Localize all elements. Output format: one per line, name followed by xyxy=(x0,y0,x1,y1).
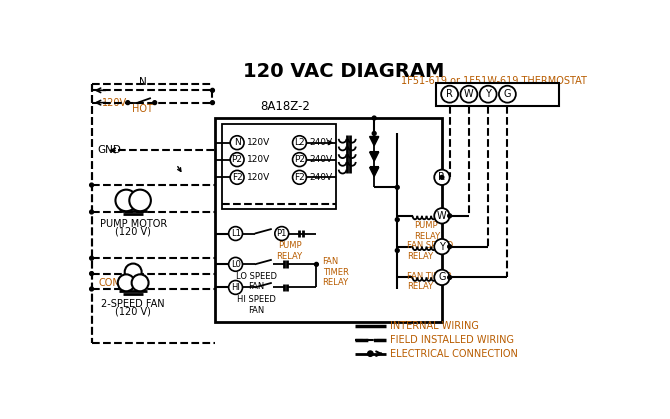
Circle shape xyxy=(210,88,214,92)
Circle shape xyxy=(373,116,376,120)
Circle shape xyxy=(368,351,373,356)
Text: F2: F2 xyxy=(294,173,305,182)
Circle shape xyxy=(275,227,289,241)
Text: L0: L0 xyxy=(230,260,241,269)
Circle shape xyxy=(395,218,399,222)
Circle shape xyxy=(90,287,94,291)
Text: 120V: 120V xyxy=(247,155,271,164)
Text: G: G xyxy=(438,272,446,282)
Text: L2: L2 xyxy=(294,138,305,147)
Text: N: N xyxy=(139,77,147,87)
Text: 2-SPEED FAN: 2-SPEED FAN xyxy=(101,299,165,309)
Circle shape xyxy=(293,136,306,150)
Circle shape xyxy=(373,132,376,135)
Text: 240V: 240V xyxy=(310,138,332,147)
Circle shape xyxy=(395,248,399,252)
Text: PUMP
RELAY: PUMP RELAY xyxy=(414,221,440,241)
Circle shape xyxy=(441,86,458,103)
Text: 240V: 240V xyxy=(310,155,332,164)
Bar xyxy=(222,124,336,209)
Circle shape xyxy=(228,280,243,295)
Circle shape xyxy=(314,262,318,266)
Text: 120V: 120V xyxy=(247,138,271,147)
Polygon shape xyxy=(370,167,379,176)
Text: W: W xyxy=(464,89,474,99)
Circle shape xyxy=(434,170,450,185)
Circle shape xyxy=(499,86,516,103)
Circle shape xyxy=(131,274,149,291)
Text: R: R xyxy=(438,172,446,182)
Circle shape xyxy=(230,171,244,184)
Text: FAN SPEED
RELAY: FAN SPEED RELAY xyxy=(407,241,454,261)
Circle shape xyxy=(153,101,157,105)
Text: HI SPEED
FAN: HI SPEED FAN xyxy=(237,295,276,315)
Circle shape xyxy=(228,257,243,271)
Circle shape xyxy=(90,272,94,276)
Text: FAN TIMER
RELAY: FAN TIMER RELAY xyxy=(407,272,452,292)
Polygon shape xyxy=(370,137,379,146)
Text: ELECTRICAL CONNECTION: ELECTRICAL CONNECTION xyxy=(389,349,517,359)
Circle shape xyxy=(125,264,141,280)
Circle shape xyxy=(115,190,137,211)
Circle shape xyxy=(434,270,450,285)
Circle shape xyxy=(129,190,151,211)
Text: HI: HI xyxy=(136,278,144,287)
Text: INTERNAL WIRING: INTERNAL WIRING xyxy=(389,321,478,331)
Circle shape xyxy=(293,171,306,184)
Bar xyxy=(436,83,559,106)
Text: N: N xyxy=(234,138,241,147)
Circle shape xyxy=(90,210,94,214)
Text: P2: P2 xyxy=(294,155,305,164)
Circle shape xyxy=(230,153,244,166)
Text: (120 V): (120 V) xyxy=(115,227,151,237)
Text: HOT: HOT xyxy=(131,104,153,114)
Circle shape xyxy=(440,176,444,179)
Text: 240V: 240V xyxy=(310,173,332,182)
Circle shape xyxy=(210,101,214,105)
Circle shape xyxy=(90,183,94,187)
Circle shape xyxy=(480,86,496,103)
Text: FAN
TIMER
RELAY: FAN TIMER RELAY xyxy=(322,257,348,287)
Text: (120 V): (120 V) xyxy=(115,307,151,317)
Circle shape xyxy=(230,136,244,150)
Circle shape xyxy=(460,86,477,103)
Circle shape xyxy=(90,256,94,260)
Bar xyxy=(215,118,442,322)
Circle shape xyxy=(434,208,450,223)
Circle shape xyxy=(118,274,135,291)
Text: GND: GND xyxy=(97,145,121,155)
Text: R: R xyxy=(446,89,453,99)
Text: 1F51-619 or 1F51W-619 THERMOSTAT: 1F51-619 or 1F51W-619 THERMOSTAT xyxy=(401,76,586,86)
Text: 8A18Z-2: 8A18Z-2 xyxy=(261,101,311,114)
Text: PUMP MOTOR: PUMP MOTOR xyxy=(100,219,167,229)
Text: Y: Y xyxy=(485,89,491,99)
Circle shape xyxy=(434,239,450,254)
Circle shape xyxy=(448,214,452,218)
Text: LO: LO xyxy=(121,278,131,287)
Text: FIELD INSTALLED WIRING: FIELD INSTALLED WIRING xyxy=(389,335,514,345)
Circle shape xyxy=(395,186,399,189)
Circle shape xyxy=(126,101,130,105)
Circle shape xyxy=(293,153,306,166)
Text: PUMP
RELAY: PUMP RELAY xyxy=(277,241,303,261)
Text: HI: HI xyxy=(231,283,240,292)
Text: W: W xyxy=(437,211,447,221)
Text: G: G xyxy=(504,89,511,99)
Circle shape xyxy=(228,227,243,241)
Text: LO SPEED
FAN: LO SPEED FAN xyxy=(236,272,277,292)
Text: P1: P1 xyxy=(277,229,287,238)
Text: 120 VAC DIAGRAM: 120 VAC DIAGRAM xyxy=(243,62,444,81)
Text: F2: F2 xyxy=(232,173,243,182)
Text: Y: Y xyxy=(439,242,445,252)
Circle shape xyxy=(448,276,452,279)
Circle shape xyxy=(448,245,452,248)
Polygon shape xyxy=(370,152,379,161)
Text: 120V: 120V xyxy=(247,173,271,182)
Text: L1: L1 xyxy=(230,229,241,238)
Text: COM: COM xyxy=(98,278,121,288)
Text: 120V: 120V xyxy=(103,98,127,108)
Text: P2: P2 xyxy=(232,155,243,164)
